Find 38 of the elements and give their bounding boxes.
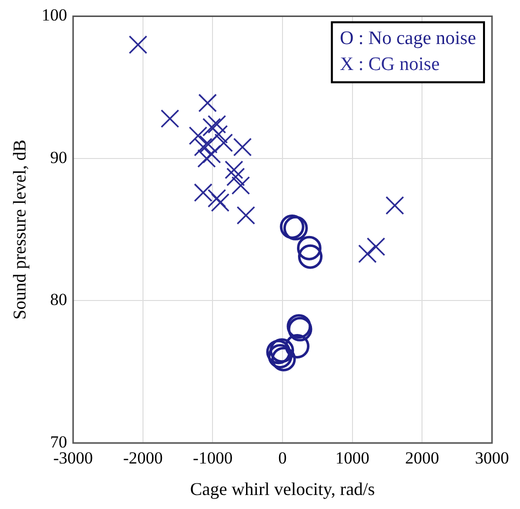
x-tick-label: 0 — [278, 448, 287, 468]
y-axis-title: Sound pressure level, dB — [10, 140, 30, 320]
point — [198, 94, 217, 112]
point — [236, 206, 256, 225]
x-tick-label: 2000 — [405, 448, 440, 468]
point — [188, 126, 208, 145]
x-tick-label: -1000 — [192, 448, 233, 468]
y-tick-label: 90 — [50, 148, 68, 167]
point — [208, 115, 226, 134]
x-tick-label: -2000 — [123, 448, 163, 468]
point — [210, 193, 230, 212]
point — [128, 35, 148, 54]
y-tick-label: 70 — [50, 432, 68, 452]
point — [298, 244, 323, 269]
text: X : CG noise — [340, 54, 440, 76]
point — [386, 196, 404, 215]
point — [366, 237, 386, 256]
y-tick-label: 80 — [50, 290, 68, 310]
point — [209, 124, 228, 144]
point — [224, 160, 244, 180]
x-tick-label: -3000 — [53, 448, 93, 468]
point — [214, 134, 233, 152]
text: O : No cage noise — [340, 28, 476, 50]
point — [226, 168, 245, 186]
point — [284, 334, 310, 359]
x-tick-label: 1000 — [335, 448, 370, 468]
x-tick-label: 3000 — [475, 448, 509, 468]
point — [358, 244, 377, 264]
point — [208, 189, 226, 208]
point — [194, 138, 212, 156]
point — [160, 109, 180, 128]
x-axis-title: Cage whirl velocity, rad/s — [190, 478, 375, 499]
point — [194, 183, 212, 202]
point — [231, 176, 250, 195]
point — [296, 236, 322, 260]
point — [202, 144, 221, 164]
point — [233, 138, 252, 156]
y-tick-label: 100 — [42, 6, 68, 25]
